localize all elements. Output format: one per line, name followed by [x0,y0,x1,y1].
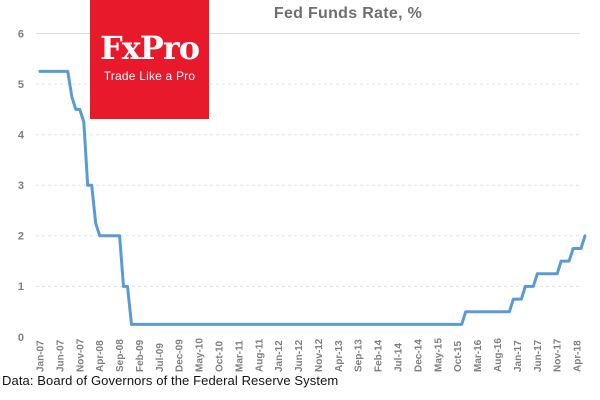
x-tick-label: Dec-14 [413,339,424,372]
x-tick-label: Aug-16 [493,338,504,372]
x-tick-label: Jan-17 [513,340,524,372]
fxpro-tagline: Trade Like a Pro [103,69,196,83]
fxpro-wordmark: FxPro [99,29,200,67]
data-source-note: Data: Board of Governors of the Federal … [2,373,339,388]
x-tick-label: Dec-09 [175,339,186,372]
x-tick-label: Jun-12 [294,339,305,372]
x-tick-label: Nov-07 [75,338,86,372]
chart-title: Fed Funds Rate, % [273,5,423,22]
y-tick-label: 5 [18,79,24,91]
x-tick-label: Apr-08 [95,340,106,372]
x-tick-label: Jun-07 [55,339,66,372]
x-tick-label: Sep-13 [354,339,365,372]
x-tick-label: Feb-09 [135,339,146,372]
y-tick-label: 1 [18,281,24,293]
x-tick-label: May-10 [195,338,206,372]
x-tick-label: Jan-12 [274,340,285,372]
x-tick-label: Nov-17 [553,338,564,372]
x-axis-labels: Jan-07 Jun-07 Nov-07 Apr-08 Sep-08 Feb-09 Jul-… [36,338,584,372]
x-tick-label: Apr-18 [573,340,584,372]
x-tick-label: Jan-07 [36,340,47,372]
x-tick-label: Mar-16 [473,339,484,372]
y-tick-label: 2 [18,231,24,243]
x-tick-label: Oct-15 [453,340,464,372]
x-tick-label: Apr-13 [334,340,345,372]
x-tick-label: Aug-11 [254,338,265,372]
y-tick-label: 3 [18,180,24,192]
x-tick-label: Oct-10 [215,340,226,372]
y-axis-labels: 0 1 2 3 4 5 6 [18,28,25,344]
y-tick-label: 6 [18,28,24,40]
x-tick-label: Nov-12 [314,338,325,372]
x-tick-label: Mar-11 [234,340,245,372]
x-tick-label: Jun-17 [533,339,544,372]
x-tick-label: Jul-14 [394,343,405,372]
x-tick-label: May-15 [433,338,444,372]
x-tick-label: Sep-08 [115,339,126,372]
x-tick-label: Feb-14 [374,339,385,372]
gridlines [36,33,580,287]
fxpro-logo: FxPro Trade Like a Pro [90,0,209,119]
y-tick-label: 0 [18,332,24,344]
y-tick-label: 4 [18,130,25,142]
x-tick-label: Jul-09 [155,343,166,372]
fed-funds-rate-line [38,69,587,326]
